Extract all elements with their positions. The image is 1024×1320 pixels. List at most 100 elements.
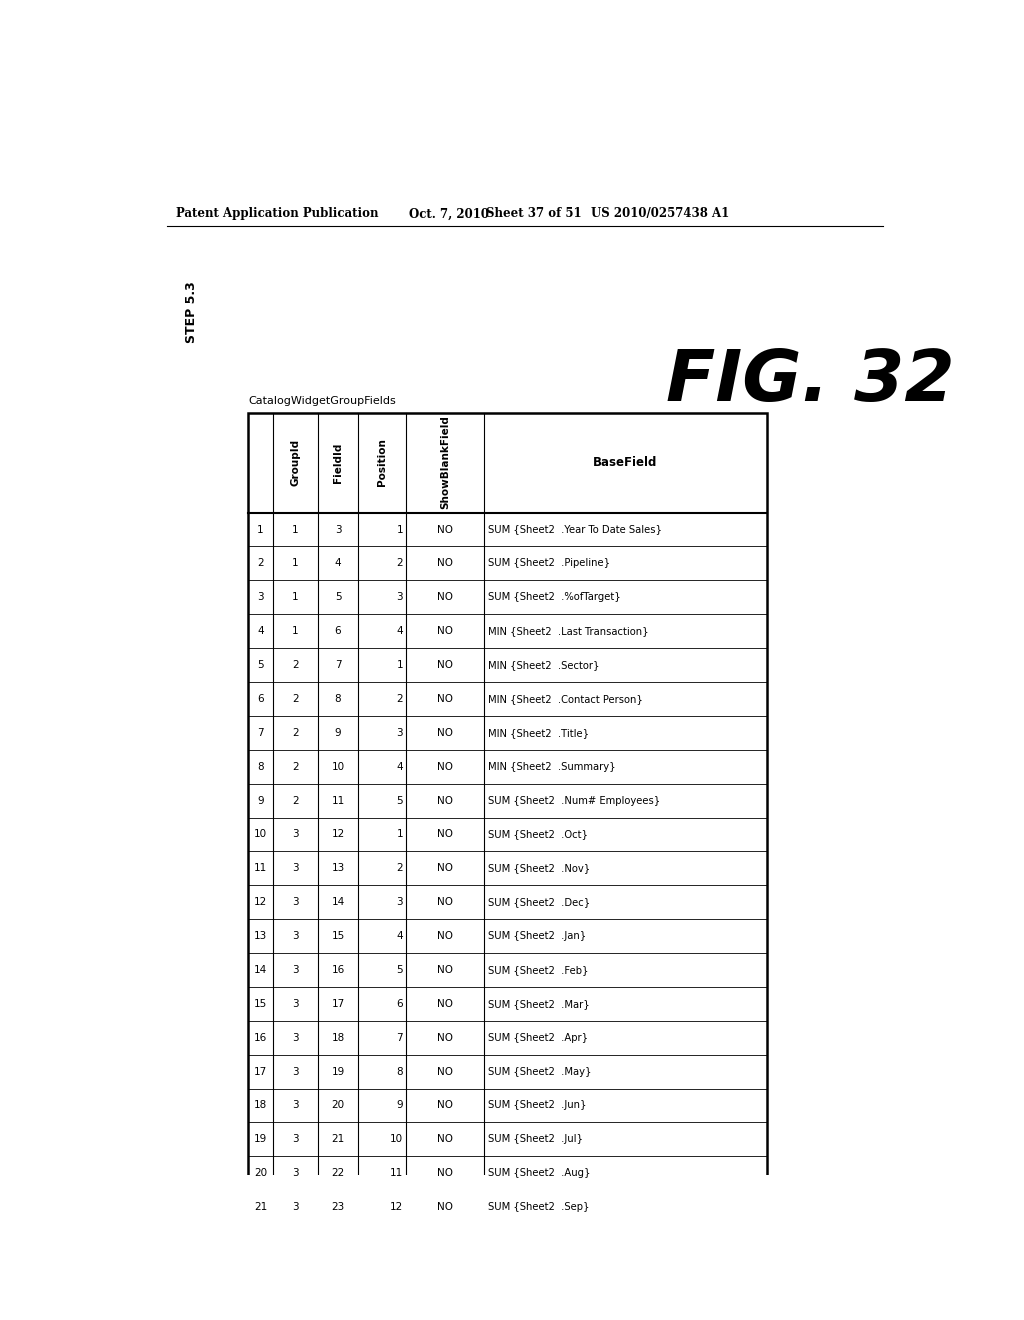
Text: 5: 5 bbox=[396, 796, 403, 805]
Text: NO: NO bbox=[437, 762, 453, 772]
Text: NO: NO bbox=[437, 558, 453, 569]
Text: 2: 2 bbox=[396, 558, 403, 569]
Text: MIN {Sheet2  .Contact Person}: MIN {Sheet2 .Contact Person} bbox=[487, 694, 642, 704]
Text: SUM {Sheet2  .Num# Employees}: SUM {Sheet2 .Num# Employees} bbox=[487, 796, 659, 805]
Text: 1: 1 bbox=[396, 524, 403, 535]
Text: 3: 3 bbox=[396, 727, 403, 738]
Text: 3: 3 bbox=[292, 863, 299, 874]
Text: 4: 4 bbox=[396, 626, 403, 636]
Text: 22: 22 bbox=[332, 1168, 345, 1179]
Text: US 2010/0257438 A1: US 2010/0257438 A1 bbox=[592, 207, 730, 220]
Text: 16: 16 bbox=[254, 1032, 267, 1043]
Text: 8: 8 bbox=[396, 1067, 403, 1077]
Bar bbox=[248, 412, 767, 1224]
Text: 3: 3 bbox=[292, 1168, 299, 1179]
Text: STEP 5.3: STEP 5.3 bbox=[185, 281, 198, 343]
Text: Oct. 7, 2010: Oct. 7, 2010 bbox=[409, 207, 488, 220]
Text: 3: 3 bbox=[292, 965, 299, 975]
Text: 3: 3 bbox=[396, 898, 403, 907]
Text: 14: 14 bbox=[332, 898, 345, 907]
Text: 13: 13 bbox=[332, 863, 345, 874]
Text: 3: 3 bbox=[292, 1067, 299, 1077]
Text: 5: 5 bbox=[335, 593, 341, 602]
Text: 6: 6 bbox=[396, 999, 403, 1008]
Text: 2: 2 bbox=[257, 558, 264, 569]
Text: 1: 1 bbox=[257, 524, 264, 535]
Text: 10: 10 bbox=[390, 1134, 403, 1144]
Text: 20: 20 bbox=[332, 1101, 345, 1110]
Text: SUM {Sheet2  .Pipeline}: SUM {Sheet2 .Pipeline} bbox=[487, 558, 609, 569]
Text: GroupId: GroupId bbox=[291, 440, 300, 486]
Text: 3: 3 bbox=[292, 1101, 299, 1110]
Text: 21: 21 bbox=[332, 1134, 345, 1144]
Text: 6: 6 bbox=[335, 626, 341, 636]
Text: SUM {Sheet2  .Mar}: SUM {Sheet2 .Mar} bbox=[487, 999, 590, 1008]
Text: Patent Application Publication: Patent Application Publication bbox=[176, 207, 379, 220]
Text: 7: 7 bbox=[396, 1032, 403, 1043]
Text: NO: NO bbox=[437, 727, 453, 738]
Text: 12: 12 bbox=[390, 1203, 403, 1212]
Text: SUM {Sheet2  .Oct}: SUM {Sheet2 .Oct} bbox=[487, 829, 588, 840]
Text: SUM {Sheet2  .Feb}: SUM {Sheet2 .Feb} bbox=[487, 965, 588, 975]
Text: 3: 3 bbox=[292, 999, 299, 1008]
Text: ShowBlankField: ShowBlankField bbox=[440, 416, 450, 510]
Text: SUM {Sheet2  .May}: SUM {Sheet2 .May} bbox=[487, 1067, 591, 1077]
Text: SUM {Sheet2  .Aug}: SUM {Sheet2 .Aug} bbox=[487, 1168, 590, 1179]
Text: 3: 3 bbox=[396, 593, 403, 602]
Text: NO: NO bbox=[437, 965, 453, 975]
Text: NO: NO bbox=[437, 694, 453, 704]
Text: 6: 6 bbox=[257, 694, 264, 704]
Text: 4: 4 bbox=[396, 931, 403, 941]
Text: SUM {Sheet2  .%ofTarget}: SUM {Sheet2 .%ofTarget} bbox=[487, 593, 621, 602]
Text: 7: 7 bbox=[257, 727, 264, 738]
Text: 19: 19 bbox=[332, 1067, 345, 1077]
Text: 4: 4 bbox=[257, 626, 264, 636]
Text: 1: 1 bbox=[292, 558, 299, 569]
Text: SUM {Sheet2  .Jul}: SUM {Sheet2 .Jul} bbox=[487, 1134, 583, 1144]
Text: 20: 20 bbox=[254, 1168, 267, 1179]
Text: 8: 8 bbox=[257, 762, 264, 772]
Text: Position: Position bbox=[377, 438, 387, 487]
Text: 15: 15 bbox=[332, 931, 345, 941]
Text: 11: 11 bbox=[254, 863, 267, 874]
Text: NO: NO bbox=[437, 931, 453, 941]
Text: 2: 2 bbox=[292, 762, 299, 772]
Text: NO: NO bbox=[437, 1134, 453, 1144]
Text: CatalogWidgetGroupFields: CatalogWidgetGroupFields bbox=[248, 396, 396, 407]
Text: 12: 12 bbox=[254, 898, 267, 907]
Text: 8: 8 bbox=[335, 694, 341, 704]
Text: 2: 2 bbox=[396, 863, 403, 874]
Text: 3: 3 bbox=[335, 524, 341, 535]
Text: 9: 9 bbox=[257, 796, 264, 805]
Text: NO: NO bbox=[437, 863, 453, 874]
Bar bbox=[248, 412, 767, 1224]
Text: 2: 2 bbox=[292, 694, 299, 704]
Text: 3: 3 bbox=[292, 1134, 299, 1144]
Text: FieldId: FieldId bbox=[333, 442, 343, 483]
Text: 1: 1 bbox=[292, 593, 299, 602]
Text: 9: 9 bbox=[335, 727, 341, 738]
Text: 1: 1 bbox=[292, 626, 299, 636]
Text: 1: 1 bbox=[396, 660, 403, 671]
Text: 3: 3 bbox=[257, 593, 264, 602]
Text: NO: NO bbox=[437, 1203, 453, 1212]
Text: NO: NO bbox=[437, 1067, 453, 1077]
Text: SUM {Sheet2  .Year To Date Sales}: SUM {Sheet2 .Year To Date Sales} bbox=[487, 524, 662, 535]
Text: 15: 15 bbox=[254, 999, 267, 1008]
Text: 1: 1 bbox=[396, 829, 403, 840]
Text: 23: 23 bbox=[332, 1203, 345, 1212]
Text: SUM {Sheet2  .Dec}: SUM {Sheet2 .Dec} bbox=[487, 898, 590, 907]
Text: 18: 18 bbox=[254, 1101, 267, 1110]
Text: 5: 5 bbox=[396, 965, 403, 975]
Text: SUM {Sheet2  .Jun}: SUM {Sheet2 .Jun} bbox=[487, 1101, 586, 1110]
Text: 7: 7 bbox=[335, 660, 341, 671]
Text: SUM {Sheet2  .Jan}: SUM {Sheet2 .Jan} bbox=[487, 931, 586, 941]
Text: 2: 2 bbox=[396, 694, 403, 704]
Text: SUM {Sheet2  .Sep}: SUM {Sheet2 .Sep} bbox=[487, 1203, 589, 1212]
Text: 5: 5 bbox=[257, 660, 264, 671]
Text: MIN {Sheet2  .Title}: MIN {Sheet2 .Title} bbox=[487, 727, 589, 738]
Text: NO: NO bbox=[437, 524, 453, 535]
Text: 4: 4 bbox=[335, 558, 341, 569]
Text: BaseField: BaseField bbox=[593, 455, 657, 469]
Text: 12: 12 bbox=[332, 829, 345, 840]
